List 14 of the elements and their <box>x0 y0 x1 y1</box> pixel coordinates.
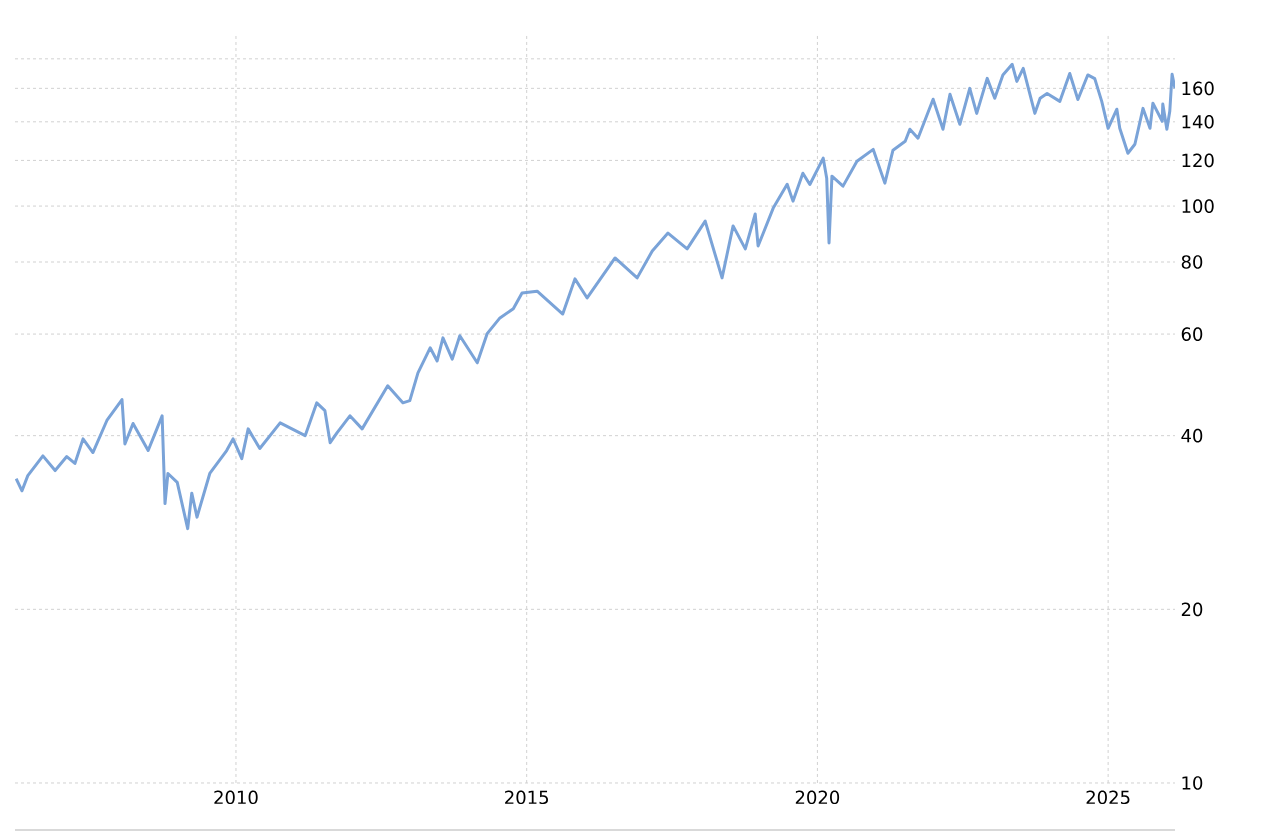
y-tick-label: 40 <box>1181 428 1203 443</box>
line-series <box>15 62 1175 531</box>
y-tick-label: 20 <box>1181 602 1203 617</box>
y-tick-label: 60 <box>1181 327 1203 341</box>
y-tick-label: 160 <box>1182 81 1214 96</box>
y-tick-label: 100 <box>1182 199 1214 213</box>
y-tick-label: 10 <box>1182 776 1203 790</box>
x-tick-label: 2010 <box>214 790 258 805</box>
x-tick-label: 2020 <box>795 790 840 805</box>
y-tick-label: 140 <box>1182 114 1214 129</box>
x-tick-label: 2015 <box>505 790 548 805</box>
x-tick-label: 2025 <box>1086 790 1130 805</box>
y-tick-label: 120 <box>1182 153 1214 168</box>
y-tick-label: 80 <box>1181 255 1203 269</box>
